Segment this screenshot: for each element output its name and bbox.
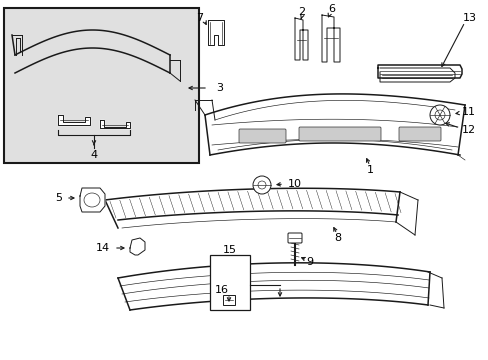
- Bar: [223, 295, 235, 305]
- Polygon shape: [80, 188, 105, 212]
- FancyBboxPatch shape: [287, 233, 302, 243]
- Polygon shape: [294, 18, 307, 60]
- Text: 10: 10: [287, 179, 302, 189]
- Polygon shape: [379, 68, 454, 82]
- Text: 6: 6: [328, 4, 335, 14]
- Polygon shape: [321, 15, 339, 62]
- FancyBboxPatch shape: [239, 129, 285, 143]
- Polygon shape: [58, 115, 90, 125]
- Circle shape: [429, 105, 449, 125]
- Circle shape: [252, 176, 270, 194]
- Circle shape: [434, 110, 444, 120]
- Text: 5: 5: [55, 193, 62, 203]
- Ellipse shape: [84, 193, 100, 207]
- FancyBboxPatch shape: [398, 127, 440, 141]
- Text: 3: 3: [216, 83, 223, 93]
- Polygon shape: [377, 65, 461, 78]
- Text: 4: 4: [90, 150, 98, 160]
- Circle shape: [258, 181, 265, 189]
- Text: 13: 13: [462, 13, 476, 23]
- Text: 16: 16: [215, 285, 228, 295]
- Bar: [209, 255, 249, 310]
- Text: 14: 14: [96, 243, 110, 253]
- Text: 1: 1: [366, 165, 373, 175]
- Text: 12: 12: [461, 125, 475, 135]
- Text: 8: 8: [334, 233, 341, 243]
- Polygon shape: [100, 120, 130, 128]
- Polygon shape: [105, 188, 399, 220]
- Polygon shape: [207, 20, 224, 45]
- Polygon shape: [130, 238, 145, 255]
- Text: 11: 11: [461, 107, 475, 117]
- Polygon shape: [118, 263, 429, 310]
- Polygon shape: [204, 94, 464, 155]
- Text: 7: 7: [196, 13, 203, 23]
- Text: 9: 9: [306, 257, 313, 267]
- Bar: [4, 8, 199, 163]
- FancyBboxPatch shape: [298, 127, 380, 141]
- Text: 15: 15: [223, 245, 237, 255]
- Text: 2: 2: [298, 7, 305, 17]
